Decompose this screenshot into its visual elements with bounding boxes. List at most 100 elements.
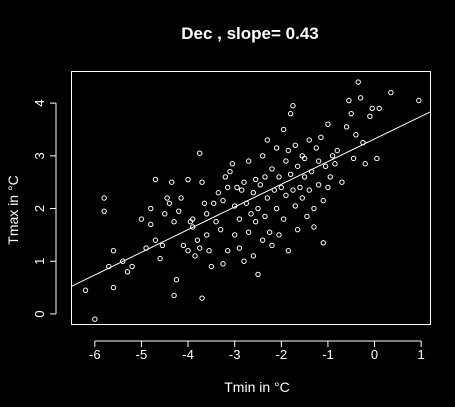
data-point (252, 219, 259, 225)
y-axis: 0 1 2 3 4 (32, 100, 57, 318)
data-point (299, 195, 305, 201)
data-point (259, 237, 266, 243)
data-point (348, 110, 354, 117)
data-point (197, 245, 203, 251)
data-point (243, 200, 250, 206)
data-point (416, 97, 422, 104)
data-point (234, 184, 240, 191)
data-point (220, 261, 226, 267)
data-point (315, 158, 322, 164)
data-point (357, 95, 364, 101)
data-point (350, 155, 357, 162)
data-point (236, 245, 243, 251)
data-point (320, 197, 326, 204)
data-point (245, 229, 252, 235)
data-point (231, 232, 238, 238)
data-point (304, 213, 310, 220)
data-point (287, 171, 294, 177)
data-point (213, 219, 219, 225)
data-point (220, 197, 226, 204)
data-point (264, 195, 271, 201)
data-point (308, 168, 315, 175)
regression-group (71, 111, 431, 287)
data-point (271, 187, 278, 193)
data-point (374, 155, 380, 162)
data-point (285, 147, 291, 154)
data-point (322, 163, 329, 170)
data-point (245, 158, 252, 164)
data-point (294, 226, 301, 233)
data-point (320, 240, 326, 246)
data-point (269, 166, 275, 172)
data-point (376, 105, 382, 112)
data-point (273, 205, 280, 212)
plot-frame (71, 71, 431, 325)
data-point (297, 184, 303, 191)
data-point (124, 269, 131, 275)
data-point (110, 284, 117, 291)
data-point (199, 295, 205, 301)
x-tick-label: -6 (89, 347, 101, 362)
data-point (252, 176, 259, 183)
data-point (269, 242, 275, 249)
data-point (255, 271, 261, 278)
data-point (227, 168, 233, 175)
data-point (171, 292, 177, 299)
data-point (138, 216, 145, 222)
x-tick-label: -5 (136, 347, 148, 362)
data-point (162, 211, 168, 217)
data-point (204, 232, 210, 238)
regression-line (71, 111, 431, 287)
y-tick-label: 1 (32, 258, 47, 265)
data-point (276, 174, 282, 180)
data-point (259, 153, 266, 159)
data-point (369, 105, 375, 112)
data-point (164, 195, 170, 201)
data-point (101, 195, 107, 201)
data-point (241, 179, 247, 185)
y-tick-label: 4 (32, 100, 47, 107)
data-point (250, 190, 257, 196)
data-point (148, 205, 154, 212)
data-point (173, 276, 180, 283)
data-point (301, 174, 308, 180)
data-point (106, 263, 112, 270)
data-point (313, 145, 319, 151)
y-tick-label: 0 (32, 310, 47, 317)
data-point (325, 121, 331, 127)
data-point (190, 216, 196, 222)
data-point (217, 226, 224, 233)
data-point (101, 208, 107, 214)
data-point (264, 137, 271, 143)
data-point (325, 184, 331, 191)
x-axis: -6 -5 -4 -3 -2 -1 0 1 (89, 340, 425, 362)
data-point (199, 179, 205, 185)
data-point (273, 145, 280, 151)
data-point (257, 182, 264, 188)
data-point (367, 113, 373, 120)
data-point (211, 200, 217, 206)
data-point (241, 258, 247, 264)
chart-title: Dec , slope= 0.43 (181, 24, 319, 43)
data-point (159, 242, 166, 249)
data-point (143, 245, 149, 251)
data-point (353, 132, 359, 138)
data-point (129, 263, 135, 270)
data-point (180, 242, 187, 249)
x-tick-label: -4 (182, 347, 194, 362)
data-point (343, 124, 350, 130)
data-point (311, 224, 317, 230)
data-point (266, 229, 273, 235)
data-point (92, 316, 98, 322)
data-point (276, 232, 282, 238)
data-point (176, 208, 182, 214)
data-point (355, 79, 361, 85)
data-point (332, 161, 338, 167)
data-point (120, 258, 126, 264)
data-point (204, 211, 210, 217)
y-axis-label: Tmax in °C (5, 175, 21, 244)
x-tick-label: -2 (276, 347, 288, 362)
data-point (169, 179, 175, 185)
